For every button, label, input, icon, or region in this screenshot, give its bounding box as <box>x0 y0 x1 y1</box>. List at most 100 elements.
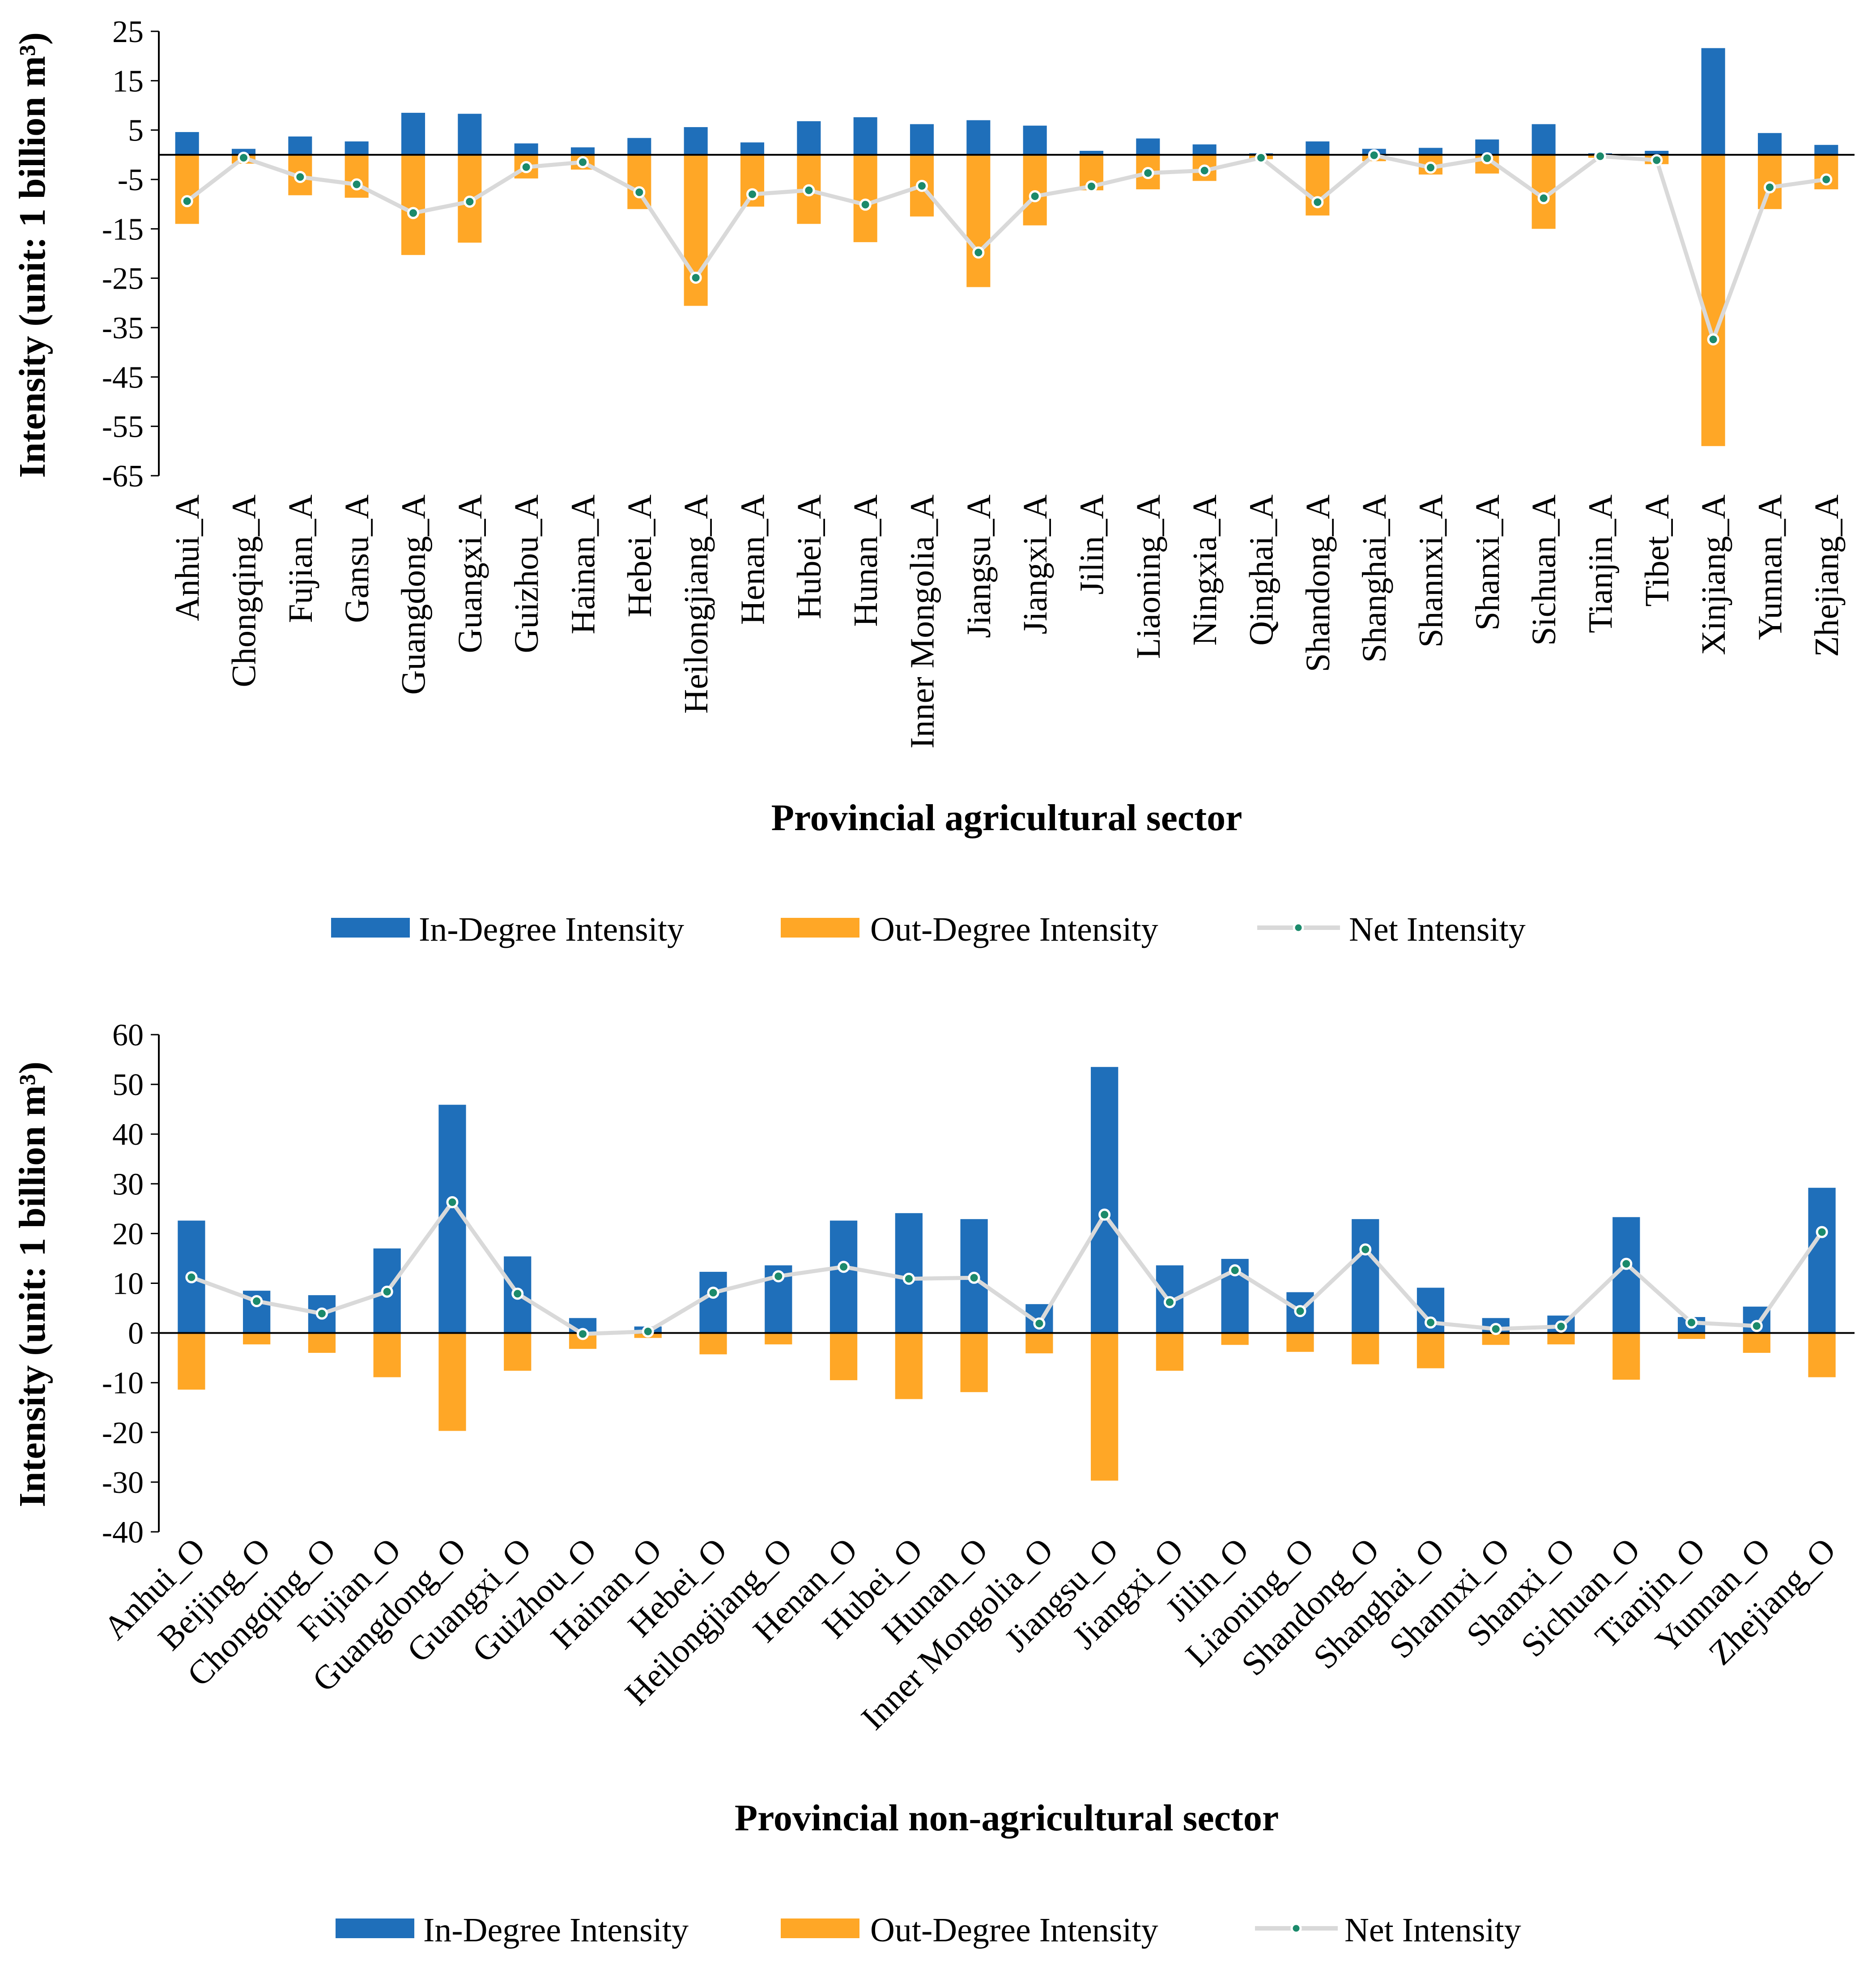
category-label: Guangdong_A <box>395 495 433 695</box>
legend-label-net: Net Intensity <box>1344 1911 1521 1949</box>
net-intensity-point <box>1255 151 1267 164</box>
net-intensity-point <box>1820 173 1833 186</box>
out-degree-bar <box>1612 1333 1640 1380</box>
net-intensity-point <box>1620 1258 1633 1270</box>
net-intensity-point <box>1555 1320 1567 1333</box>
y-tick-label: -65 <box>102 459 144 494</box>
net-intensity-point <box>1685 1316 1698 1329</box>
category-label: Guizhou_A <box>508 495 545 653</box>
in-degree-bar <box>1531 124 1556 155</box>
category-label: Ningxia_A <box>1186 495 1224 646</box>
out-degree-bar <box>1221 1333 1249 1345</box>
net-intensity-point <box>446 1196 459 1208</box>
out-degree-bar <box>1417 1333 1445 1368</box>
in-degree-bar <box>910 124 934 155</box>
category-label: Shanxi_A <box>1469 495 1506 631</box>
legend-label-in-degree: In-Degree Intensity <box>419 911 684 948</box>
out-degree-bar <box>1352 1333 1379 1364</box>
net-intensity-point <box>1750 1320 1763 1332</box>
out-degree-bar <box>401 154 425 255</box>
net-intensity-point <box>859 198 872 211</box>
in-degree-bar <box>1091 1067 1119 1333</box>
net-intensity-point <box>181 195 193 208</box>
category-label: Gansu_A <box>338 495 376 623</box>
in-degree-bar <box>1306 141 1330 155</box>
out-degree-bar <box>1808 1333 1836 1377</box>
net-intensity-point <box>707 1287 719 1299</box>
y-tick-label: -5 <box>118 163 144 197</box>
net-intensity-point <box>1098 1208 1111 1221</box>
out-degree-bar <box>627 154 651 209</box>
in-degree-bar <box>684 127 708 155</box>
in-degree-bar <box>514 143 538 155</box>
in-degree-bar <box>1023 125 1047 155</box>
legend-agricultural: In-Degree Intensity Out-Degree Intensity… <box>331 911 1526 948</box>
in-degree-bar <box>1352 1219 1379 1333</box>
y-tick-label: 50 <box>112 1068 144 1102</box>
in-degree-bar <box>1808 1188 1836 1333</box>
y-tick-label: -40 <box>102 1515 144 1550</box>
net-intensity-point <box>464 196 476 208</box>
category-label: Zhejiang_A <box>1808 495 1846 657</box>
y-tick-label: 0 <box>128 1317 144 1351</box>
out-degree-bar <box>175 154 199 224</box>
in-degree-bar <box>1192 144 1217 155</box>
out-degree-bar <box>504 1333 532 1371</box>
out-degree-bar <box>178 1333 205 1390</box>
category-label: Xinjiang_A <box>1695 495 1732 655</box>
in-degree-bar <box>797 121 821 155</box>
net-intensity-point <box>972 246 985 259</box>
in-degree-bar <box>740 142 765 155</box>
net-intensity-point <box>1707 333 1719 345</box>
net-intensity-point <box>902 1273 915 1285</box>
in-degree-bar <box>830 1220 858 1333</box>
out-degree-bar <box>1091 1333 1119 1481</box>
net-intensity-point <box>381 1285 393 1298</box>
y-axis-label: Intensity (unit: 1 billion m³) <box>12 32 53 478</box>
net-intensity-point <box>315 1307 328 1320</box>
out-degree-bar <box>1156 1333 1184 1371</box>
in-degree-bar <box>458 114 482 155</box>
out-degree-bar <box>438 1333 466 1431</box>
category-label: Hebei_A <box>621 495 659 617</box>
out-degree-bar <box>243 1333 271 1345</box>
y-tick-label: -55 <box>102 410 144 444</box>
in-degree-bar <box>1079 151 1104 155</box>
net-intensity-point <box>350 178 363 191</box>
out-degree-bar <box>960 1333 988 1392</box>
legend-swatch-out-degree <box>781 1918 859 1938</box>
out-degree-bar <box>1286 1333 1314 1352</box>
category-label: Fujian_A <box>282 495 319 623</box>
out-degree-bar <box>1743 1333 1770 1353</box>
legend-label-out-degree: Out-Degree Intensity <box>870 911 1158 948</box>
net-intensity-point <box>185 1271 198 1283</box>
net-intensity-point <box>968 1271 980 1284</box>
in-degree-bar <box>288 136 312 155</box>
y-tick-label: 5 <box>128 114 144 148</box>
in-degree-bar <box>627 138 651 155</box>
net-intensity-point <box>1359 1243 1372 1256</box>
y-tick-label: -10 <box>102 1366 144 1401</box>
y-tick-label: -20 <box>102 1416 144 1450</box>
in-degree-bar <box>853 117 877 155</box>
category-label: Hunan_A <box>847 495 885 627</box>
net-intensity-point <box>772 1270 785 1283</box>
category-label: Qinghai_A <box>1243 495 1280 646</box>
in-degree-bar <box>1645 151 1669 155</box>
net-intensity-point <box>577 156 589 168</box>
y-tick-label: -45 <box>102 360 144 395</box>
category-label: Guangxi_A <box>451 495 489 653</box>
category-label: Jiangxi_A <box>1017 495 1054 635</box>
category-label: Hubei_A <box>791 495 828 619</box>
in-degree-bar <box>175 132 199 155</box>
category-label: Heilongjiang_A <box>677 495 715 714</box>
y-tick-label: -25 <box>102 262 144 296</box>
in-degree-bar <box>966 120 991 155</box>
net-intensity-point <box>1294 1305 1306 1317</box>
category-label: Shandong_A <box>1299 495 1337 672</box>
net-intensity-point <box>1142 167 1154 179</box>
net-intensity-point <box>511 1287 524 1300</box>
in-degree-bar <box>1814 145 1838 155</box>
net-intensity-point <box>633 186 646 199</box>
category-label: Sichuan_A <box>1525 495 1563 646</box>
